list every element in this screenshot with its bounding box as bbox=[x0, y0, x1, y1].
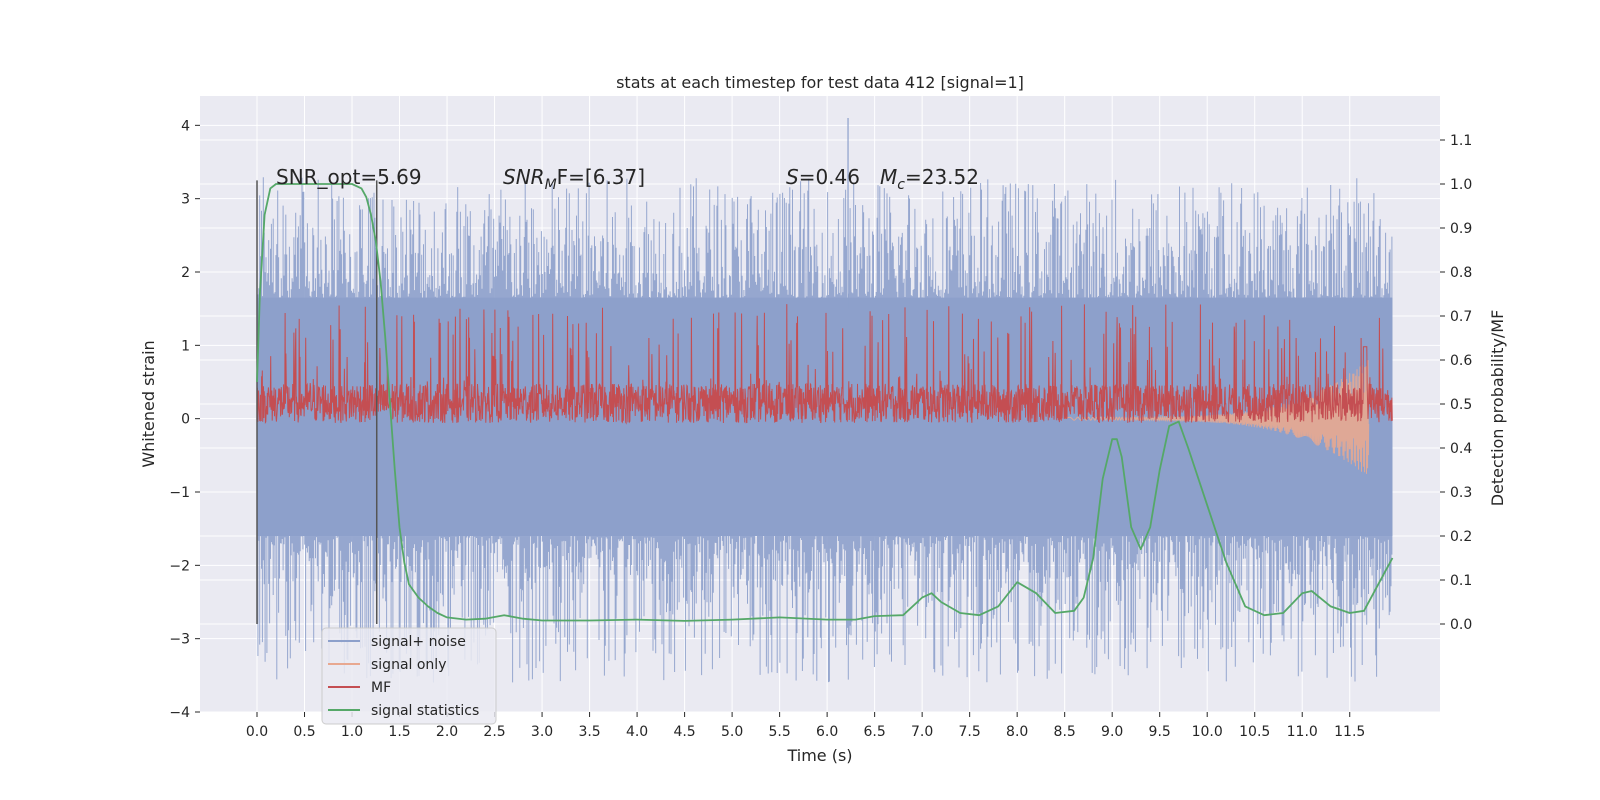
x-tick-label: 1.0 bbox=[341, 724, 363, 740]
y2-tick-label: 0.6 bbox=[1450, 353, 1472, 369]
y2-axis-ticks: 0.0 0.1 0.2 0.3 0.4 0.5 0.6 0.7 0.8 0.9 1.0 1.1 bbox=[1440, 133, 1472, 633]
y2-tick-label: 1.1 bbox=[1450, 133, 1472, 149]
y2-axis-label: Detection probability/MF bbox=[1488, 310, 1507, 507]
y-tick-label: −3 bbox=[169, 632, 190, 648]
x-tick-label: 9.0 bbox=[1101, 724, 1123, 740]
legend-label-signal-noise: signal+ noise bbox=[371, 634, 466, 650]
x-tick-label: 11.5 bbox=[1334, 724, 1365, 740]
x-tick-label: 9.5 bbox=[1149, 724, 1171, 740]
y-tick-label: 4 bbox=[181, 118, 190, 134]
signal-statistics-line bbox=[256, 183, 1394, 622]
s-rest: =0.46 bbox=[799, 165, 860, 189]
mf-line bbox=[256, 304, 1393, 425]
mc-rest: =23.52 bbox=[905, 165, 979, 189]
x-tick-label: 7.5 bbox=[959, 724, 981, 740]
x-tick-label: 2.0 bbox=[436, 724, 458, 740]
series-signal-statistics bbox=[256, 183, 1394, 622]
x-tick-label: 1.5 bbox=[388, 724, 410, 740]
x-tick-label: 3.5 bbox=[578, 724, 600, 740]
s-main: S bbox=[786, 165, 799, 189]
y2-tick-label: 0.2 bbox=[1450, 529, 1472, 545]
y-tick-label: −1 bbox=[169, 485, 190, 501]
y-tick-label: 1 bbox=[181, 338, 190, 354]
legend-label-mf: MF bbox=[371, 680, 391, 696]
x-tick-label: 4.5 bbox=[673, 724, 695, 740]
x-axis-label: Time (s) bbox=[786, 746, 852, 765]
x-tick-label: 0.5 bbox=[293, 724, 315, 740]
x-tick-label: 10.5 bbox=[1239, 724, 1270, 740]
series-signal-only bbox=[1064, 360, 1370, 474]
y-tick-label: −4 bbox=[169, 705, 190, 721]
x-axis-ticks: 0.0 0.5 1.0 1.5 2.0 2.5 3.0 3.5 4.0 4.5 5.0 5.5 6.0 6… bbox=[246, 712, 1365, 740]
y-tick-label: 2 bbox=[181, 265, 190, 281]
x-tick-label: 0.0 bbox=[246, 724, 268, 740]
x-tick-label: 6.5 bbox=[864, 724, 886, 740]
annotation-s: S=0.46 bbox=[786, 165, 860, 189]
x-tick-label: 3.0 bbox=[531, 724, 553, 740]
plot-series bbox=[256, 118, 1394, 683]
annotation-snr-mf: SNRMF=[6.37] bbox=[503, 165, 645, 193]
annotation-mc: Mc=23.52 bbox=[880, 165, 979, 193]
x-tick-label: 11.0 bbox=[1287, 724, 1318, 740]
x-tick-label: 4.0 bbox=[626, 724, 648, 740]
y-tick-label: −2 bbox=[169, 558, 190, 574]
y2-tick-label: 0.4 bbox=[1450, 441, 1472, 457]
y2-tick-label: 0.5 bbox=[1450, 397, 1472, 413]
x-tick-label: 8.5 bbox=[1054, 724, 1076, 740]
y2-tick-label: 0.3 bbox=[1450, 485, 1472, 501]
series-mf bbox=[256, 304, 1393, 425]
y2-tick-label: 0.8 bbox=[1450, 265, 1472, 281]
mc-main: M bbox=[880, 165, 897, 189]
y2-tick-label: 0.0 bbox=[1450, 617, 1472, 633]
legend-box bbox=[321, 627, 497, 725]
annotation-snr-opt: SNR_opt=5.69 bbox=[276, 165, 422, 189]
snr-mf-sub: M bbox=[545, 177, 557, 193]
y-tick-label: 3 bbox=[181, 192, 190, 208]
y-axis-ticks: −4 −3 −2 −1 0 1 2 3 4 bbox=[169, 118, 200, 721]
x-tick-label: 5.5 bbox=[768, 724, 790, 740]
snr-mf-rest: F=[6.37] bbox=[557, 165, 645, 189]
y2-tick-label: 0.9 bbox=[1450, 221, 1472, 237]
x-tick-label: 8.0 bbox=[1006, 724, 1028, 740]
x-tick-label: 10.0 bbox=[1192, 724, 1223, 740]
y2-tick-label: 0.1 bbox=[1450, 573, 1472, 589]
mc-sub: c bbox=[897, 177, 905, 193]
y2-tick-label: 0.7 bbox=[1450, 309, 1472, 325]
y2-tick-label: 1.0 bbox=[1450, 177, 1472, 193]
chirp-line bbox=[1064, 360, 1370, 474]
x-tick-label: 6.0 bbox=[816, 724, 838, 740]
snr-mf-main: SNR bbox=[503, 165, 545, 189]
legend-label-signal-only: signal only bbox=[371, 657, 446, 673]
y-tick-label: 0 bbox=[181, 412, 190, 428]
x-tick-label: 5.0 bbox=[721, 724, 743, 740]
chart-title: stats at each timestep for test data 412… bbox=[616, 73, 1024, 92]
y-axis-label: Whitened strain bbox=[139, 340, 158, 467]
x-tick-label: 2.5 bbox=[483, 724, 505, 740]
x-tick-label: 7.0 bbox=[911, 724, 933, 740]
legend-label-signal-statistics: signal statistics bbox=[371, 703, 479, 719]
legend: signal+ noise signal only MF signal stat… bbox=[321, 627, 497, 725]
